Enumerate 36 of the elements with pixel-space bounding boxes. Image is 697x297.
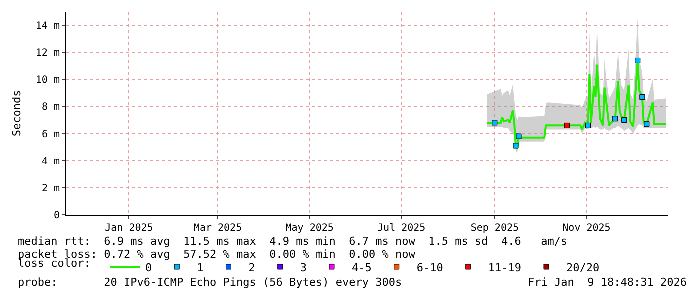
legend-label: 2 bbox=[248, 261, 256, 274]
y-tick-label: 10 m bbox=[36, 75, 60, 86]
x-tick-label: Jan 2025 bbox=[105, 223, 154, 234]
point bbox=[585, 122, 591, 128]
y-tick-label: 0 bbox=[54, 210, 60, 222]
legend-label: 1 bbox=[197, 261, 204, 274]
point bbox=[513, 143, 519, 149]
legend-label: 11-19 bbox=[488, 261, 522, 274]
legend-label: 0 bbox=[145, 261, 152, 274]
text: median rtt: 6.9 ms avg 11.5 ms max 4.9 ms min 6.7 ms now 1.5 ms sd 4.6 am/s bbox=[18, 235, 568, 248]
x-tick-label: May 2025 bbox=[286, 223, 334, 234]
x-tick-label: Sep 2025 bbox=[470, 223, 520, 234]
point bbox=[612, 116, 618, 122]
point bbox=[516, 134, 522, 140]
y-tick-label: 14 m bbox=[36, 21, 60, 32]
legend-label: 4-5 bbox=[352, 261, 372, 274]
point bbox=[564, 122, 570, 128]
point bbox=[635, 58, 641, 64]
point bbox=[492, 120, 498, 126]
point bbox=[640, 94, 646, 100]
point bbox=[644, 122, 650, 128]
y-tick-label: 8 m bbox=[42, 102, 60, 114]
y-tick-label: 4 m bbox=[42, 156, 60, 168]
legend-label: 3 bbox=[300, 261, 307, 274]
x-tick-label: Nov 2025 bbox=[562, 223, 611, 234]
y-tick-label: 12 m bbox=[36, 48, 60, 60]
x-tick-label: Mar 2025 bbox=[194, 223, 242, 234]
legend-label: 20/20 bbox=[566, 261, 600, 274]
legend-label: 6-10 bbox=[416, 261, 444, 274]
y-tick-label: 2 m bbox=[42, 183, 60, 194]
point bbox=[622, 118, 628, 124]
x-tick-label: Jul 2025 bbox=[378, 223, 426, 234]
text: probe: 20 IPv6-ICMP Echo Pings (56 Bytes) every 300s bbox=[18, 276, 402, 289]
text: Fri Jan 9 18:48:31 2026 bbox=[528, 276, 687, 289]
y-axis-title: Seconds bbox=[10, 90, 24, 137]
y-tick-label: 6 m bbox=[42, 129, 60, 140]
